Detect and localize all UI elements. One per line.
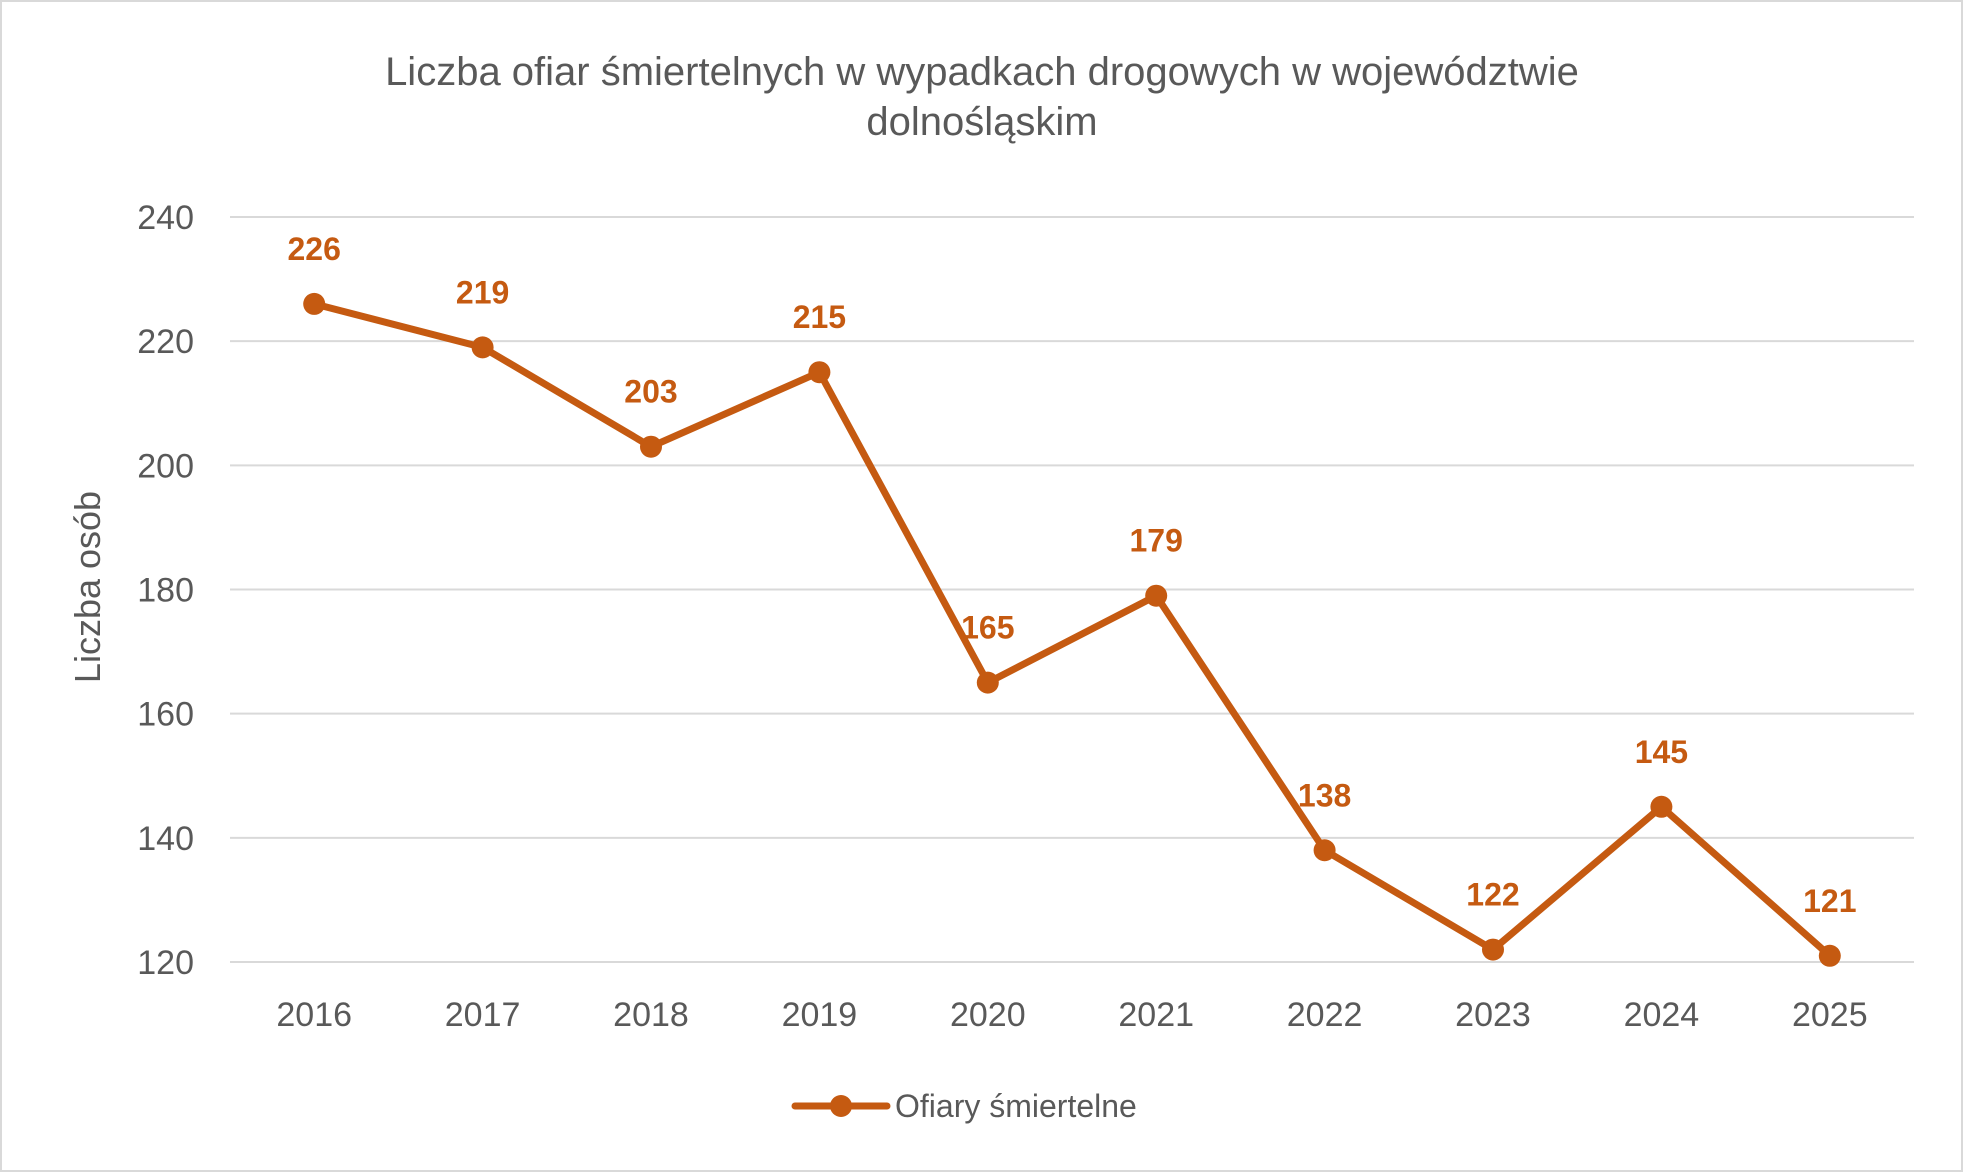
x-tick-label: 2019 xyxy=(782,996,858,1034)
data-label: 219 xyxy=(456,274,509,310)
data-labels: 226 219 203 215 165 179 138 122 145 121 xyxy=(288,231,1857,919)
data-point[interactable] xyxy=(1482,938,1504,961)
x-tick-label: 2022 xyxy=(1287,996,1363,1034)
data-label: 203 xyxy=(624,374,677,410)
data-point[interactable] xyxy=(976,671,999,694)
x-tick-label: 2020 xyxy=(950,996,1026,1034)
legend-label: Ofiary śmiertelne xyxy=(895,1088,1137,1124)
series-line xyxy=(310,300,1834,960)
x-tick-label: 2018 xyxy=(613,996,689,1034)
y-tick-label: 240 xyxy=(137,199,194,237)
chart-title-line-1: Liczba ofiar śmiertelnych w wypadkach dr… xyxy=(385,50,1579,94)
data-label: 138 xyxy=(1298,777,1351,813)
data-point[interactable] xyxy=(808,361,831,384)
data-point[interactable] xyxy=(640,435,662,458)
y-axis-title: Liczba osób xyxy=(67,491,108,683)
data-point[interactable] xyxy=(1650,795,1673,818)
chart-title: Liczba ofiar śmiertelnych w wypadkach dr… xyxy=(385,50,1579,144)
y-tick-label: 140 xyxy=(137,820,194,858)
x-axis-ticks: 2016 2017 2018 2019 2020 2021 2022 2023 2024 2025 xyxy=(276,996,1867,1034)
data-point[interactable] xyxy=(1145,584,1168,607)
chart-title-line-2: dolnośląskim xyxy=(866,100,1097,144)
y-axis-ticks: 120 140 160 180 200 220 240 xyxy=(137,199,194,982)
data-label: 179 xyxy=(1130,523,1183,559)
data-label: 215 xyxy=(793,299,846,335)
data-label: 226 xyxy=(288,231,341,267)
x-tick-label: 2021 xyxy=(1118,996,1194,1034)
gridlines xyxy=(230,216,1914,963)
x-tick-label: 2025 xyxy=(1792,996,1868,1034)
data-point[interactable] xyxy=(1818,944,1841,967)
y-tick-label: 120 xyxy=(137,944,194,982)
y-tick-label: 180 xyxy=(137,572,194,610)
data-label: 122 xyxy=(1466,877,1519,913)
x-tick-label: 2023 xyxy=(1455,996,1531,1034)
data-point[interactable] xyxy=(1313,839,1336,862)
y-tick-label: 160 xyxy=(137,696,194,734)
x-tick-label: 2016 xyxy=(276,996,352,1034)
data-label: 145 xyxy=(1635,734,1688,770)
series-plot xyxy=(303,292,1841,967)
x-tick-label: 2024 xyxy=(1624,996,1700,1034)
legend[interactable]: Ofiary śmiertelne xyxy=(791,1088,1137,1124)
legend-point-marker xyxy=(830,1095,852,1117)
x-tick-label: 2017 xyxy=(445,996,521,1034)
data-point[interactable] xyxy=(471,336,494,359)
data-point[interactable] xyxy=(303,292,326,315)
data-label: 121 xyxy=(1803,883,1856,919)
y-tick-label: 200 xyxy=(137,447,194,485)
data-label: 165 xyxy=(961,610,1014,646)
y-tick-label: 220 xyxy=(137,323,194,361)
